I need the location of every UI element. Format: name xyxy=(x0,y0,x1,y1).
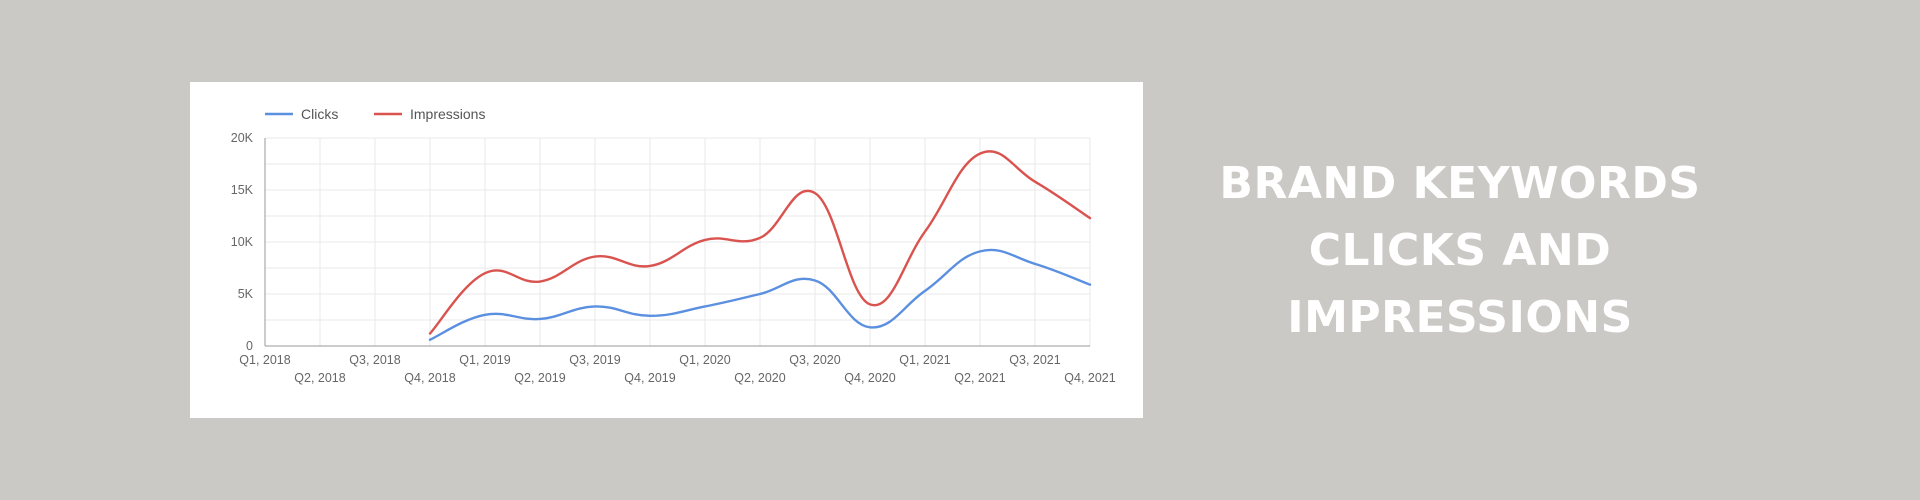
y-tick-label: 15K xyxy=(231,183,254,197)
x-tick-label: Q2, 2019 xyxy=(514,371,565,385)
legend-label: Clicks xyxy=(301,106,338,122)
x-tick-label: Q3, 2021 xyxy=(1009,353,1060,367)
x-axis-ticks: Q1, 2018 Q2, 2018 Q3, 2018 Q4, 2018 Q1, 2019… xyxy=(239,353,1115,385)
x-tick-label: Q3, 2018 xyxy=(349,353,400,367)
headline-line-3: IMPRESSIONS xyxy=(1287,292,1633,343)
series-line-clicks xyxy=(428,248,1092,341)
chart-card: Clicks Impressions 0 5K 10K 15K 20K Q1, 2018 Q… xyxy=(190,82,1143,418)
y-tick-label: 0 xyxy=(246,339,253,353)
series-line-impressions xyxy=(428,150,1092,335)
x-tick-label: Q1, 2018 xyxy=(239,353,290,367)
x-tick-label: Q4, 2019 xyxy=(624,371,675,385)
headline-line-2: CLICKS AND xyxy=(1308,225,1612,276)
y-tick-label: 10K xyxy=(231,235,254,249)
x-tick-label: Q4, 2021 xyxy=(1064,371,1115,385)
y-tick-label: 20K xyxy=(231,131,254,145)
x-tick-label: Q1, 2021 xyxy=(899,353,950,367)
x-tick-label: Q4, 2018 xyxy=(404,371,455,385)
y-axis-ticks: 0 5K 10K 15K 20K xyxy=(231,131,254,353)
chart-axes xyxy=(264,138,1090,347)
headline: BRAND KEYWORDS CLICKS AND IMPRESSIONS xyxy=(1185,150,1735,351)
x-tick-label: Q4, 2020 xyxy=(844,371,895,385)
x-tick-label: Q3, 2020 xyxy=(789,353,840,367)
x-tick-label: Q2, 2021 xyxy=(954,371,1005,385)
chart-series xyxy=(428,150,1092,341)
y-tick-label: 5K xyxy=(238,287,254,301)
x-tick-label: Q1, 2019 xyxy=(459,353,510,367)
x-tick-label: Q2, 2020 xyxy=(734,371,785,385)
x-tick-label: Q3, 2019 xyxy=(569,353,620,367)
x-tick-label: Q2, 2018 xyxy=(294,371,345,385)
headline-line-1: BRAND KEYWORDS xyxy=(1219,158,1701,209)
chart-grid xyxy=(264,137,1091,347)
legend-label: Impressions xyxy=(410,106,485,122)
chart-legend: Clicks Impressions xyxy=(265,106,485,122)
x-tick-label: Q1, 2020 xyxy=(679,353,730,367)
